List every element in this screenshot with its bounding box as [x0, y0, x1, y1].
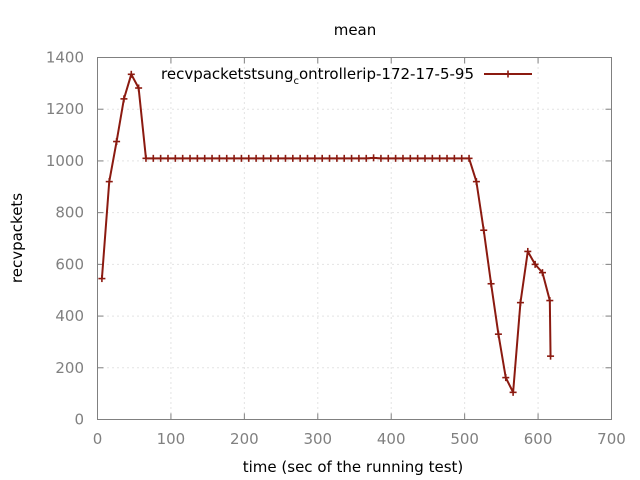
- legend-label-suffix: ontrollerip-172-17-5-95: [299, 65, 474, 83]
- data-point: [142, 154, 150, 162]
- x-tick-label: 300: [303, 430, 332, 448]
- data-point: [406, 154, 414, 162]
- data-point: [223, 154, 231, 162]
- data-point: [127, 70, 135, 78]
- data-point: [215, 154, 223, 162]
- data-point: [458, 154, 466, 162]
- data-point: [296, 154, 304, 162]
- x-tick-label: 0: [93, 430, 103, 448]
- x-axis-label: time (sec of the running test): [243, 458, 464, 476]
- data-point: [193, 154, 201, 162]
- data-point: [524, 247, 532, 255]
- data-point: [171, 154, 179, 162]
- legend-label-subscript: c: [294, 76, 300, 87]
- data-point: [105, 178, 113, 186]
- x-tick-label: 400: [377, 430, 406, 448]
- data-point: [480, 226, 488, 234]
- data-point: [472, 178, 480, 186]
- data-point: [259, 154, 267, 162]
- data-point: [245, 154, 253, 162]
- data-point: [237, 154, 245, 162]
- data-point: [494, 330, 502, 338]
- data-point: [531, 260, 539, 268]
- data-point: [502, 374, 510, 382]
- data-point: [120, 95, 128, 103]
- y-tick-label: 800: [55, 204, 84, 222]
- data-point: [421, 154, 429, 162]
- data-point: [318, 154, 326, 162]
- y-tick-label: 0: [74, 411, 84, 429]
- data-point: [465, 154, 473, 162]
- data-point: [355, 154, 363, 162]
- data-point: [135, 84, 143, 92]
- data-point: [546, 297, 554, 305]
- x-tick-label: 200: [230, 430, 259, 448]
- data-point: [186, 154, 194, 162]
- x-tick-label: 700: [597, 430, 626, 448]
- data-point: [333, 154, 341, 162]
- data-point: [252, 154, 260, 162]
- data-point: [267, 154, 275, 162]
- legend: recvpacketstsungcontrollerip-172-17-5-95: [161, 65, 532, 87]
- axis-ticks: [97, 57, 612, 420]
- y-tick-labels: 0 200 400 600 800 1000 1200 1400: [46, 49, 84, 429]
- data-point: [179, 154, 187, 162]
- plot-frame: [97, 57, 612, 420]
- data-point: [516, 299, 524, 307]
- data-point: [392, 154, 400, 162]
- data-point: [348, 154, 356, 162]
- data-point: [377, 154, 385, 162]
- data-point: [414, 154, 422, 162]
- grid: [97, 57, 612, 420]
- x-tick-label: 500: [450, 430, 479, 448]
- y-tick-label: 400: [55, 307, 84, 325]
- data-point: [149, 154, 157, 162]
- data-point: [436, 154, 444, 162]
- data-point: [201, 154, 209, 162]
- data-point: [362, 154, 370, 162]
- data-point: [443, 154, 451, 162]
- chart-title: mean: [334, 21, 377, 39]
- x-tick-labels: 0 100 200 300 400 500 600 700: [93, 430, 626, 448]
- y-tick-label: 600: [55, 255, 84, 273]
- data-point: [538, 269, 546, 277]
- data-point: [208, 154, 216, 162]
- data-point: [340, 154, 348, 162]
- data-point: [370, 154, 378, 162]
- data-point: [164, 154, 172, 162]
- x-tick-label: 600: [524, 430, 553, 448]
- legend-label-prefix: recvpacketstsung: [161, 65, 293, 83]
- data-point: [98, 275, 106, 283]
- series-layer: [98, 70, 555, 396]
- data-point: [450, 154, 458, 162]
- y-tick-label: 1400: [46, 49, 84, 67]
- data-point: [547, 352, 555, 360]
- data-point: [230, 154, 238, 162]
- data-point: [289, 154, 297, 162]
- data-point: [274, 154, 282, 162]
- legend-point-marker: [504, 70, 512, 78]
- y-tick-label: 1200: [46, 100, 84, 118]
- legend-marker: [504, 70, 512, 78]
- legend-label: recvpacketstsungcontrollerip-172-17-5-95: [161, 65, 474, 87]
- data-point: [399, 154, 407, 162]
- data-point: [384, 154, 392, 162]
- y-axis-label: recvpackets: [8, 193, 26, 283]
- data-point: [509, 388, 517, 396]
- data-point: [428, 154, 436, 162]
- data-point: [326, 154, 334, 162]
- data-point: [304, 154, 312, 162]
- x-tick-label: 100: [157, 430, 186, 448]
- data-point: [487, 280, 495, 288]
- data-point: [113, 138, 121, 146]
- y-tick-label: 200: [55, 359, 84, 377]
- data-point: [281, 154, 289, 162]
- data-point: [311, 154, 319, 162]
- y-tick-label: 1000: [46, 152, 84, 170]
- data-point: [157, 154, 165, 162]
